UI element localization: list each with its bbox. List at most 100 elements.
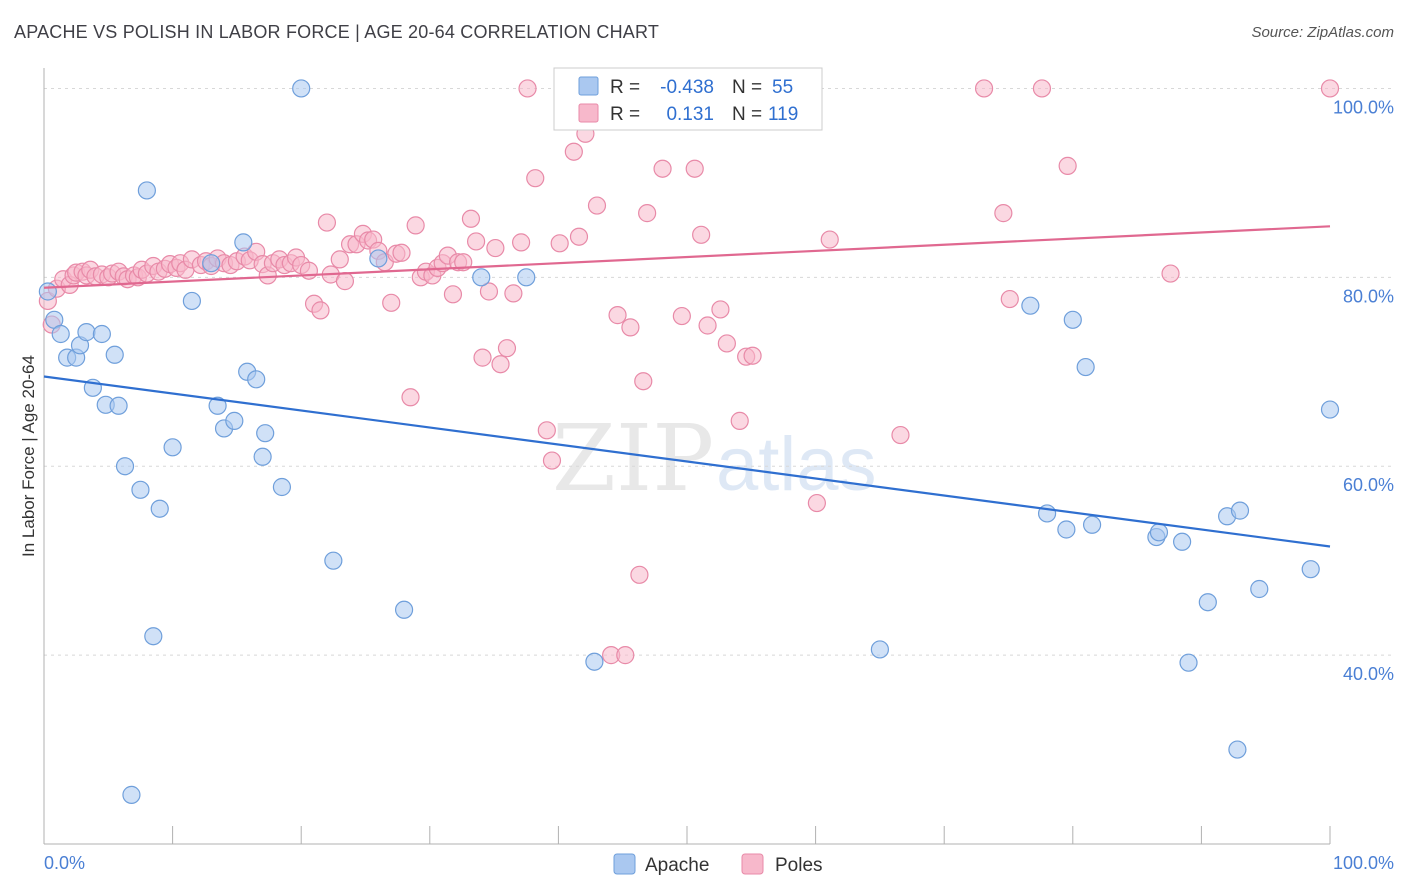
apache-point — [137, 181, 156, 200]
poles-points — [38, 79, 1340, 665]
apache-point — [272, 477, 292, 497]
poles-point — [311, 301, 330, 320]
poles-point — [479, 282, 499, 301]
poles-point — [564, 142, 583, 161]
apache-point — [182, 291, 201, 311]
poles-trendline — [43, 225, 1331, 289]
poles-point — [443, 285, 463, 304]
poles-point — [330, 250, 349, 269]
poles-point — [1000, 289, 1019, 309]
poles-point — [672, 306, 691, 326]
poles-n-value: 119 — [768, 104, 798, 125]
poles-point — [486, 238, 505, 258]
legend-apache-swatch — [613, 853, 636, 875]
apache-point — [234, 233, 253, 252]
apache-point — [202, 254, 221, 273]
apache-point — [870, 640, 890, 659]
poles-point — [698, 316, 717, 335]
legend-apache-label: Apache — [645, 855, 709, 876]
poles-point — [685, 159, 704, 178]
apache-point — [394, 600, 414, 619]
apache-point — [1198, 593, 1217, 612]
poles-r-label: R = — [610, 104, 640, 125]
apache-trendline — [43, 375, 1331, 548]
poles-point — [518, 79, 537, 98]
watermark-zip: ZIP — [552, 405, 714, 512]
apache-point — [105, 345, 124, 364]
poles-point — [891, 425, 910, 445]
x-ticks — [43, 826, 1331, 844]
poles-point — [401, 388, 420, 407]
legend-poles-swatch — [741, 853, 764, 875]
poles-point — [497, 339, 517, 358]
poles-point — [820, 230, 839, 249]
apache-point — [92, 324, 111, 344]
apache-point — [517, 268, 536, 287]
poles-point — [717, 334, 736, 353]
poles-point — [587, 196, 607, 215]
chart-title: APACHE VS POLISH IN LABOR FORCE | AGE 20… — [14, 22, 660, 42]
poles-point — [526, 169, 545, 188]
poles-point — [634, 372, 653, 391]
apache-point — [1057, 520, 1076, 539]
poles-point — [317, 213, 337, 232]
apache-point — [253, 447, 272, 466]
apache-point — [256, 424, 275, 443]
apache-n-label: N = — [732, 77, 762, 98]
apache-point — [1063, 310, 1082, 329]
y-tick-labels: 40.0% 60.0% 80.0% 100.0% — [1333, 97, 1394, 684]
apache-point — [51, 324, 70, 344]
apache-point — [1173, 532, 1192, 551]
y-tick-label: 100.0% — [1333, 97, 1394, 117]
apache-point — [472, 268, 491, 287]
y-tick-label: 40.0% — [1343, 664, 1394, 684]
trendlines — [43, 225, 1331, 548]
poles-point — [743, 346, 762, 365]
poles-point — [994, 204, 1013, 223]
poles-point — [974, 79, 994, 98]
poles-point — [569, 227, 589, 246]
poles-point — [730, 411, 749, 430]
poles-point — [616, 646, 635, 665]
apache-r-value: -0.438 — [660, 77, 714, 98]
poles-point — [504, 284, 523, 303]
apache-point — [369, 249, 388, 268]
poles-point — [608, 306, 627, 325]
apache-point — [115, 457, 135, 476]
apache-point — [1021, 296, 1040, 315]
y-tick-label: 60.0% — [1343, 475, 1394, 495]
y-axis-title: In Labor Force | Age 20-64 — [19, 355, 38, 557]
poles-point — [1320, 79, 1340, 98]
apache-point — [585, 652, 604, 671]
apache-point — [292, 79, 311, 98]
poles-point — [653, 159, 672, 178]
stats-legend-frame — [553, 67, 823, 131]
watermark-atlas: atlas — [716, 422, 877, 507]
apache-point — [1076, 357, 1095, 377]
poles-point — [537, 421, 556, 440]
poles-point — [512, 233, 531, 252]
poles-point — [382, 293, 401, 312]
apache-point — [1228, 740, 1247, 759]
poles-point — [461, 209, 481, 228]
poles-point — [1161, 264, 1180, 283]
apache-r-label: R = — [610, 77, 640, 98]
apache-point — [1320, 400, 1340, 419]
apache-point — [1250, 579, 1269, 599]
poles-point — [692, 225, 711, 244]
poles-point — [335, 272, 355, 291]
poles-point — [491, 355, 510, 374]
apache-point — [1301, 560, 1320, 579]
apache-point — [1230, 501, 1250, 520]
poles-point — [630, 565, 649, 584]
poles-point — [621, 318, 640, 337]
poles-r-value: 0.131 — [666, 104, 714, 125]
poles-n-label: N = — [732, 104, 762, 125]
apache-n-value: 55 — [772, 77, 793, 98]
poles-point — [542, 451, 562, 470]
apache-point — [208, 396, 227, 415]
poles-point — [473, 348, 492, 367]
x-tick-label-min: 0.0% — [44, 853, 85, 873]
poles-point — [807, 493, 826, 513]
apache-point — [122, 785, 141, 804]
